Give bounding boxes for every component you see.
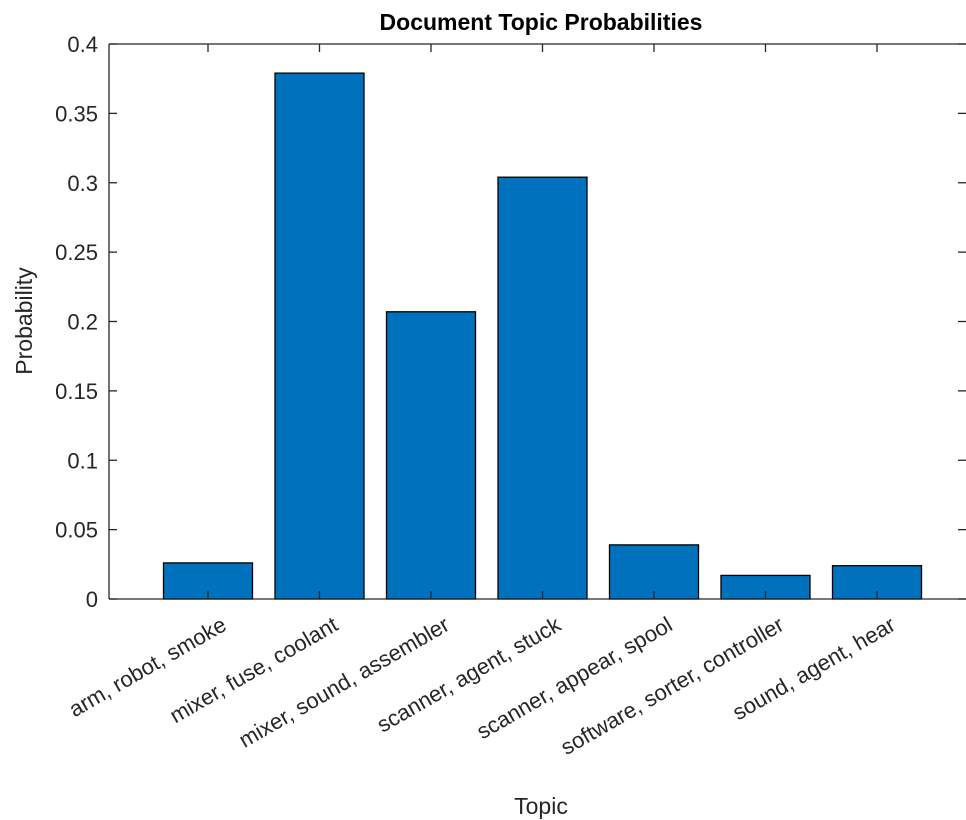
y-axis-ticks: 0 0.05 0.1 0.15 0.2 0.25 0.3 0.35 0.4 bbox=[55, 32, 966, 612]
y-tick-label: 0.05 bbox=[55, 518, 98, 543]
x-tick-label: mixer, sound, assembler bbox=[235, 612, 454, 753]
y-tick-label: 0.35 bbox=[55, 101, 98, 126]
bar bbox=[274, 72, 365, 600]
y-tick-label: 0 bbox=[86, 587, 98, 612]
bar bbox=[608, 544, 700, 600]
y-tick-label: 0.4 bbox=[67, 32, 98, 57]
chart-title: Document Topic Probabilities bbox=[380, 9, 703, 35]
plot-area: 00.050.10.150.20.250.30.350.4 arm, robot… bbox=[55, 32, 966, 760]
bar bbox=[385, 311, 477, 600]
bar bbox=[497, 176, 588, 600]
x-tick-label: scanner, agent, stuck bbox=[372, 611, 565, 737]
y-tick-label: 0.15 bbox=[55, 379, 98, 404]
x-tick-label: scanner, appear, spool bbox=[472, 612, 676, 744]
y-tick-label: 0.2 bbox=[67, 310, 98, 335]
y-tick-label: 0.25 bbox=[55, 240, 98, 265]
y-axis-label: Probability bbox=[11, 267, 37, 375]
bars bbox=[162, 72, 923, 600]
y-tick-label: 0.3 bbox=[67, 171, 98, 196]
y-tick-label: 0.1 bbox=[67, 448, 98, 473]
x-axis-label: Topic bbox=[514, 793, 568, 819]
